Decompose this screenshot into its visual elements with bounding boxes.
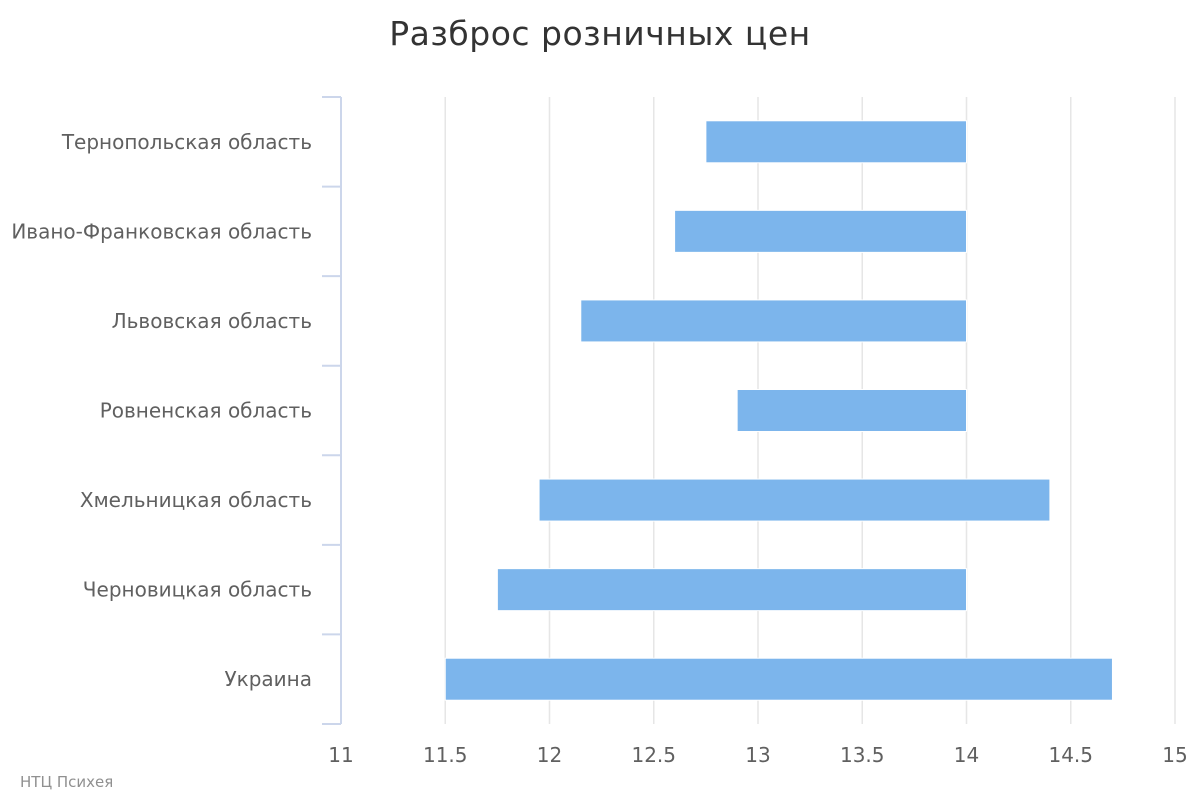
x-tick-label: 13.5 <box>840 743 885 767</box>
range-bar[interactable] <box>496 568 967 612</box>
x-tick-label: 11 <box>328 743 353 767</box>
category-labels: Тернопольская область Ивано-Франковская о… <box>11 130 312 691</box>
category-label: Ровненская область <box>100 399 312 423</box>
range-bar[interactable] <box>674 209 967 253</box>
value-axis-labels: 11 11.5 12 12.5 13 13.5 14 14.5 15 <box>328 743 1187 767</box>
category-axis <box>322 96 342 725</box>
range-bar[interactable] <box>705 120 967 164</box>
category-label: Украина <box>224 667 312 691</box>
x-tick-label: 15 <box>1162 743 1187 767</box>
range-bar[interactable] <box>736 389 968 432</box>
category-label: Львовская область <box>112 309 312 333</box>
x-tick-label: 14 <box>954 743 979 767</box>
range-bar[interactable] <box>538 478 1051 522</box>
category-label: Тернопольская область <box>61 130 312 154</box>
x-tick-label: 11.5 <box>423 743 468 767</box>
x-tick-label: 14.5 <box>1048 743 1093 767</box>
x-tick-label: 12 <box>537 743 562 767</box>
range-bar[interactable] <box>444 657 1113 701</box>
x-tick-label: 13 <box>745 743 770 767</box>
range-bar[interactable] <box>580 299 968 343</box>
chart-title: Разброс розничных цен <box>389 14 811 53</box>
category-label: Ивано-Франковская область <box>11 219 312 243</box>
category-label: Хмельницкая область <box>80 488 312 512</box>
category-label: Черновицкая область <box>83 578 312 602</box>
bars <box>444 120 1113 701</box>
credits-text: НТЦ Психея <box>20 773 114 791</box>
x-tick-label: 12.5 <box>631 743 676 767</box>
